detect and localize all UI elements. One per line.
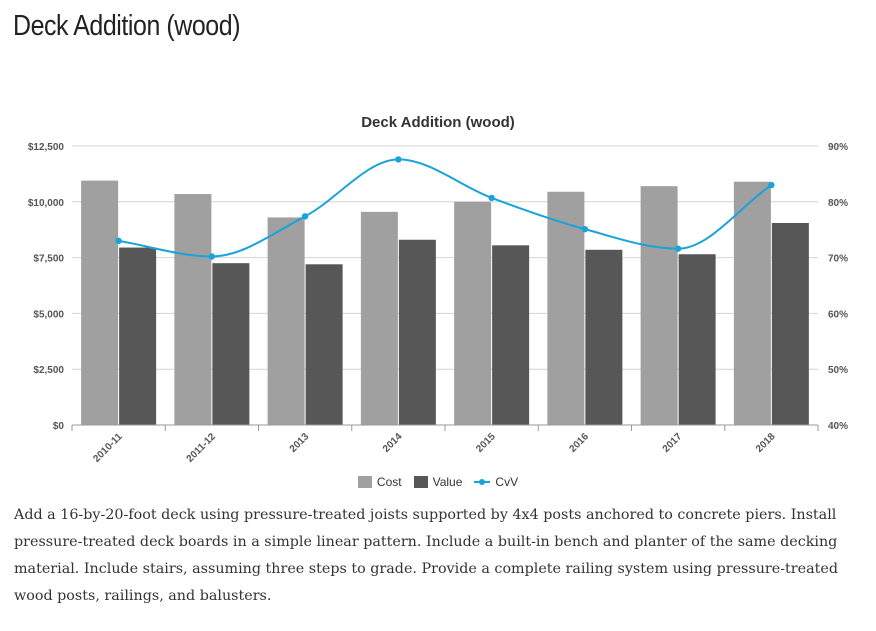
y-right-tick-label: 60% (828, 309, 848, 320)
y-right-tick-label: 90% (828, 142, 848, 153)
chart-title: Deck Addition (wood) (361, 114, 515, 131)
bar-cost (81, 180, 119, 425)
cvv-point (395, 156, 402, 163)
y-right-tick-label: 70% (828, 254, 848, 265)
bar-value (585, 249, 623, 425)
legend-swatch-cost (357, 476, 372, 488)
cvv-line-series (115, 156, 775, 260)
bar-cost (454, 201, 492, 425)
bars (81, 180, 809, 425)
y-left-tick-label: $0 (53, 421, 65, 432)
x-tick-label: 2015 (474, 431, 498, 455)
bar-value (678, 254, 716, 425)
bar-value (492, 245, 530, 425)
legend-swatch-value (413, 476, 428, 488)
x-tick-label: 2013 (288, 431, 312, 455)
bar-value (771, 223, 809, 425)
x-tick-label: 2016 (567, 431, 591, 455)
legend-label-cvv: CvV (495, 475, 519, 489)
y-left-tick-label: $12,500 (28, 142, 65, 153)
legend-item-cvv[interactable]: CvV (474, 475, 518, 489)
cvv-point (115, 237, 122, 245)
bar-cost (267, 217, 305, 425)
bar-value (119, 247, 157, 425)
x-tick-label: 2011-12 (185, 431, 219, 465)
page-title: Deck Addition (wood) (13, 10, 241, 42)
x-tick-label: 2017 (661, 431, 685, 455)
cvv-point (301, 213, 309, 220)
legend-label-cost: Cost (376, 475, 402, 489)
y-left-tick-label: $2,500 (33, 365, 64, 376)
chart: $0 $2,500 $5,000 $7,500 $10,000 $12,500 40% 50%… (28, 114, 848, 465)
bar-cost (360, 211, 398, 425)
x-tick-label: 2014 (381, 431, 405, 455)
bar-cost (174, 193, 212, 425)
bar-cost (547, 191, 585, 425)
y-right-tick-label: 40% (828, 421, 848, 432)
cvv-point (581, 225, 589, 233)
y-right-tick-label: 80% (828, 198, 848, 209)
legend-label-value: Value (432, 475, 463, 489)
chart-legend: Cost Value CvV (0, 475, 876, 489)
cvv-point (488, 194, 495, 202)
y-left-tick-label: $7,500 (33, 254, 64, 265)
cvv-point (208, 253, 216, 260)
bar-value (305, 264, 343, 425)
cvv-point (768, 181, 775, 189)
bar-value (398, 239, 436, 425)
bar-value (212, 263, 250, 425)
bar-cost (733, 181, 771, 425)
legend-item-value[interactable]: Value (413, 475, 463, 489)
x-tick-label: 2018 (754, 431, 778, 455)
legend-swatch-cvv (474, 476, 491, 488)
x-tick-label: 2010-11 (91, 431, 125, 465)
y-left-tick-label: $5,000 (33, 309, 64, 320)
y-right-tick-label: 50% (828, 365, 848, 376)
y-left-tick-label: $10,000 (28, 198, 65, 209)
cvv-point (674, 245, 682, 252)
legend-item-cost[interactable]: Cost (357, 475, 402, 489)
description: Add a 16-by-20-foot deck using pressure-… (14, 507, 838, 604)
bar-cost (640, 186, 678, 425)
